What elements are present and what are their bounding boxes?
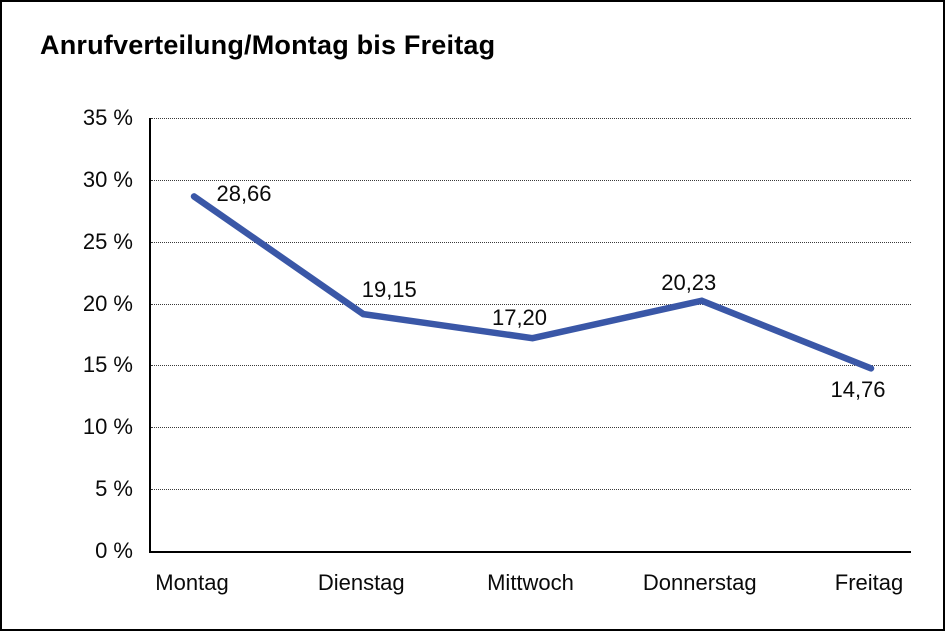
- x-tick-label: Mittwoch: [487, 570, 574, 595]
- y-tick-label: 15 %: [82, 352, 133, 378]
- y-tick-label: 35 %: [82, 105, 133, 130]
- gridline: [151, 118, 911, 119]
- data-point-label: 28,66: [216, 181, 272, 207]
- plot-area: 28,66 19,15 17,20 20,23 14,76: [149, 118, 911, 553]
- gridline: [151, 489, 911, 491]
- x-tick-label: Freitag: [834, 570, 904, 595]
- y-tick-label: 20 %: [82, 290, 133, 316]
- gridline: [151, 427, 911, 429]
- y-tick-label: 30 %: [82, 166, 133, 192]
- y-tick-label: 25 %: [82, 228, 133, 254]
- data-point-label: 20,23: [661, 269, 717, 295]
- line-chart-svg: [190, 193, 875, 372]
- data-point-label: 17,20: [491, 305, 548, 331]
- gridline: [151, 241, 911, 243]
- chart-title: Anrufverteilung/Montag bis Freitag: [40, 30, 496, 60]
- x-tick-label: Donnerstag: [642, 570, 757, 595]
- x-tick-label: Dienstag: [317, 570, 405, 595]
- x-tick-label: Montag: [155, 570, 229, 595]
- data-point-label: 19,15: [361, 277, 417, 303]
- data-line: [190, 193, 875, 372]
- gridline: [151, 179, 911, 181]
- data-point-label: 14,76: [830, 377, 886, 403]
- y-tick-label: 10 %: [82, 414, 133, 440]
- y-tick-label: 5 %: [95, 476, 133, 502]
- gridline: [151, 365, 911, 367]
- y-tick-label: 0 %: [95, 538, 133, 563]
- gridline: [151, 303, 911, 305]
